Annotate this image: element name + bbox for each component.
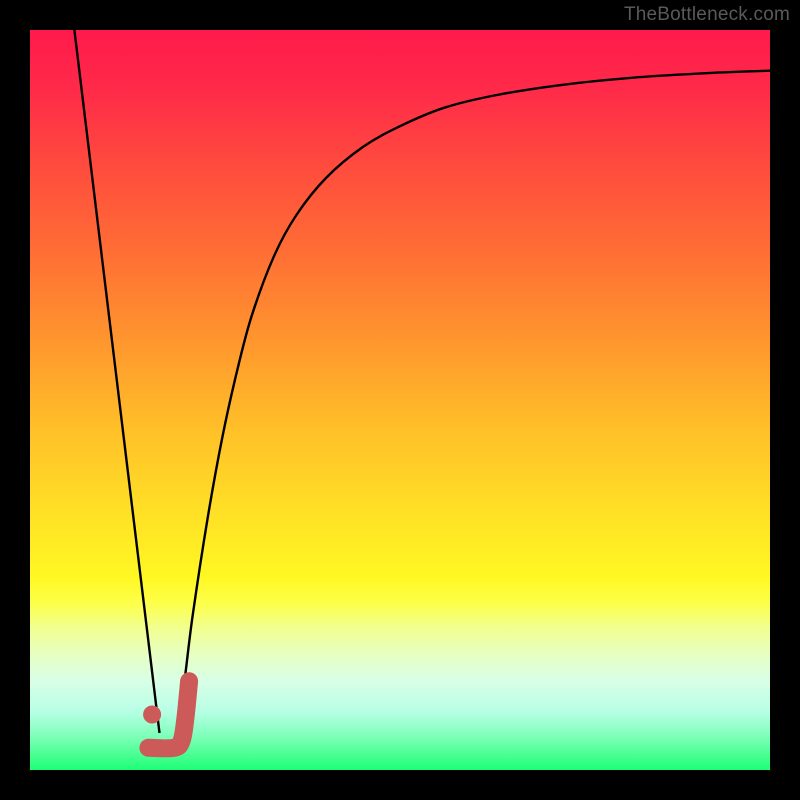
watermark-text: TheBottleneck.com [624,4,790,26]
chart-frame: TheBottleneck.com [0,0,800,800]
bottleneck-curve-chart [0,0,800,800]
plot-gradient-background [30,30,770,770]
marker-dot-icon [143,706,161,724]
